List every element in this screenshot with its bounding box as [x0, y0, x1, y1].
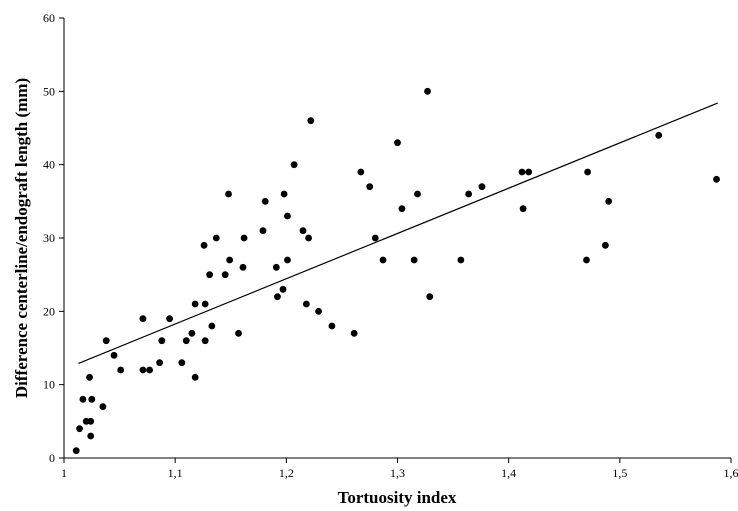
data-point: [188, 329, 196, 337]
data-point: [76, 425, 83, 433]
data-point: [299, 227, 307, 235]
data-point: [259, 227, 267, 235]
data-point: [410, 256, 418, 264]
data-point: [146, 366, 153, 374]
data-point: [426, 293, 434, 301]
trendline: [78, 102, 718, 364]
x-tick-label: 1,6: [724, 466, 738, 480]
data-point: [225, 190, 232, 198]
data-point: [178, 359, 186, 367]
data-point: [86, 373, 93, 381]
y-tick-label: 30: [43, 231, 55, 245]
data-point: [166, 315, 174, 323]
data-point: [99, 403, 107, 411]
data-point: [139, 366, 147, 374]
data-point: [200, 241, 208, 249]
data-point: [212, 234, 220, 242]
data-point: [465, 190, 473, 198]
data-point: [366, 183, 374, 191]
x-axis: 1 1,1 1,2 1,3 1,4 1,5 1,6: [61, 457, 738, 480]
data-point: [274, 293, 281, 301]
x-tick-label: 1,2: [279, 466, 294, 480]
data-point: [315, 307, 322, 315]
data-point: [158, 337, 166, 345]
data-point: [239, 263, 247, 271]
data-point: [201, 337, 209, 345]
data-point: [284, 256, 291, 264]
x-tick-label: 1,3: [390, 466, 405, 480]
data-point: [226, 256, 234, 264]
data-point: [424, 87, 431, 95]
data-point: [398, 205, 406, 213]
data-point: [201, 300, 209, 308]
y-tick-label: 50: [43, 84, 55, 98]
data-point: [261, 197, 269, 205]
data-point: [280, 190, 288, 198]
y-tick-label: 10: [43, 378, 55, 392]
data-point: [357, 168, 365, 176]
x-tick-label: 1: [61, 466, 67, 480]
data-points: [72, 87, 720, 455]
x-tick-label: 1,1: [168, 466, 183, 480]
data-point: [414, 190, 421, 198]
data-point: [87, 417, 95, 425]
y-ticks: 0 10 20 30 40 50 60: [43, 11, 64, 465]
data-point: [305, 234, 312, 242]
data-point: [88, 395, 96, 403]
data-point: [117, 366, 125, 374]
data-point: [191, 373, 199, 381]
data-point: [272, 263, 280, 271]
data-point: [379, 256, 387, 264]
y-axis-title: Difference centerline/endograft length (…: [12, 78, 31, 398]
data-point: [519, 205, 527, 213]
data-point: [235, 329, 242, 337]
x-axis-title: Tortuosity index: [338, 488, 457, 507]
data-point: [206, 271, 214, 279]
y-tick-label: 60: [43, 11, 55, 25]
x-tick-label: 1,4: [501, 466, 516, 480]
data-point: [290, 161, 298, 169]
data-point: [110, 351, 118, 359]
data-point: [605, 197, 613, 205]
data-point: [713, 175, 720, 183]
data-point: [655, 131, 663, 139]
y-tick-label: 20: [43, 304, 55, 318]
data-point: [583, 256, 590, 264]
data-point: [182, 337, 190, 345]
y-tick-label: 40: [43, 158, 55, 172]
data-point: [350, 329, 358, 337]
data-point: [307, 117, 315, 125]
x-ticks: 1 1,1 1,2 1,3 1,4 1,5 1,6: [61, 458, 738, 480]
data-point: [518, 168, 526, 176]
data-point: [394, 139, 401, 147]
data-point: [302, 300, 310, 308]
data-point: [279, 285, 287, 293]
data-point: [156, 359, 164, 367]
data-point: [87, 432, 95, 440]
data-point: [79, 395, 87, 403]
data-point: [284, 212, 291, 220]
data-point: [72, 447, 80, 455]
data-point: [139, 315, 147, 323]
data-point: [601, 241, 609, 249]
data-point: [208, 322, 216, 330]
data-point: [584, 168, 591, 176]
data-point: [328, 322, 336, 330]
y-axis: 0 10 20 30 40 50 60: [43, 11, 65, 465]
data-point: [478, 183, 486, 191]
data-point: [457, 256, 465, 264]
data-point: [371, 234, 379, 242]
data-point: [525, 168, 533, 176]
data-point: [102, 337, 110, 345]
x-tick-label: 1,5: [612, 466, 627, 480]
data-point: [191, 300, 199, 308]
data-point: [240, 234, 248, 242]
trendline-group: [78, 102, 718, 364]
y-tick-label: 0: [49, 451, 55, 465]
data-point: [221, 271, 229, 279]
